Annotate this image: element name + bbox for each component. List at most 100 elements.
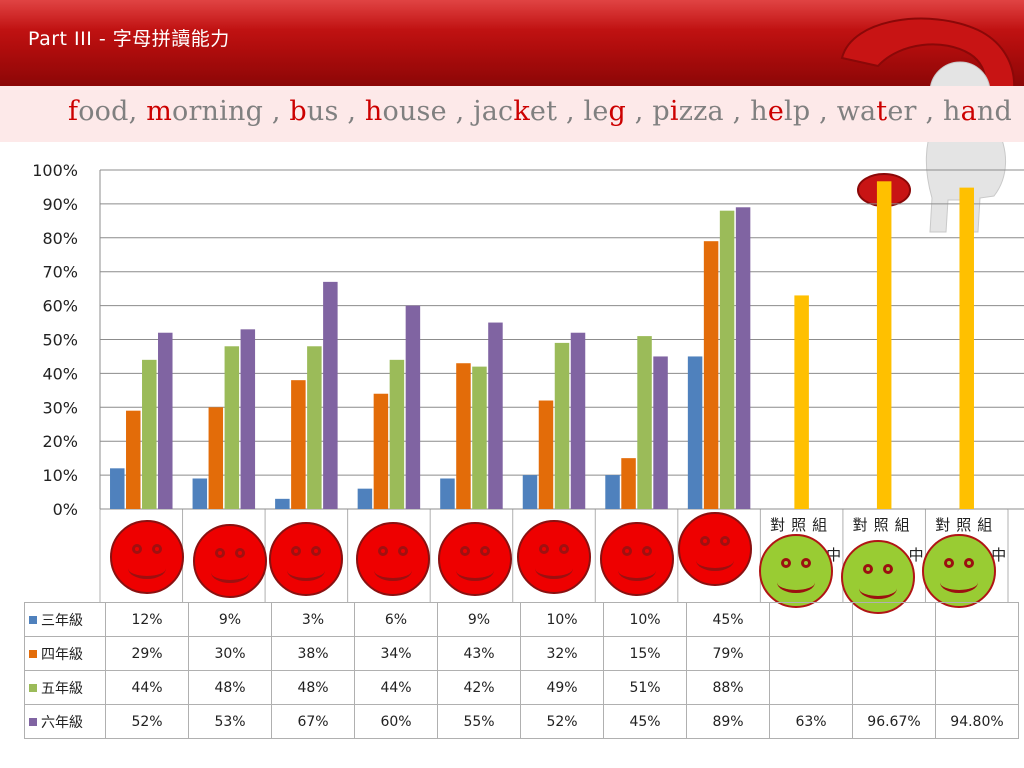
legend-swatch <box>29 717 37 726</box>
word-part: zza <box>678 96 724 127</box>
bar-三年級 <box>605 475 620 509</box>
legend-label: 三年級 <box>41 612 83 629</box>
word-highlight: m <box>146 96 172 127</box>
y-tick-label: 60% <box>42 297 78 316</box>
bar-五年級 <box>389 359 405 509</box>
word-part: orning <box>172 96 264 127</box>
legend-swatch <box>29 615 37 624</box>
data-label: 29% <box>105 636 189 671</box>
data-label: 67% <box>271 704 355 739</box>
word-part: le <box>583 96 609 127</box>
word-part: er <box>887 96 917 127</box>
control-group-sublabel: 中 <box>909 546 924 564</box>
data-label <box>769 670 853 705</box>
data-label: 45% <box>603 704 687 739</box>
bar-五年級 <box>307 346 322 509</box>
legend-label: 五年級 <box>41 680 83 697</box>
bar-control <box>794 295 809 509</box>
word-highlight: t <box>876 96 888 127</box>
word-part: h <box>750 96 768 127</box>
data-table: 三年級 12% 9% 3% 6% 9% 10% 10% 45% 四年級 29% 30% 38% 34% 43… <box>24 602 1019 739</box>
data-label <box>852 602 936 637</box>
bar-四年級 <box>621 458 636 509</box>
slide-title: Part III - 字母拼讀能力 <box>28 28 230 50</box>
data-label: 79% <box>686 636 770 671</box>
word-separator: , <box>557 96 584 127</box>
bar-四年級 <box>456 363 471 509</box>
word-part: ouse <box>382 96 447 127</box>
data-label <box>852 636 936 671</box>
bar-六年級 <box>405 305 421 509</box>
data-label: 9% <box>188 602 272 637</box>
data-label: 48% <box>271 670 355 705</box>
y-tick-label: 90% <box>42 195 78 214</box>
data-label: 52% <box>520 704 604 739</box>
word-separator: , <box>446 96 474 127</box>
bar-五年級 <box>554 342 570 509</box>
word-highlight: k <box>513 96 530 127</box>
y-tick-label: 0% <box>53 500 78 519</box>
bar-四年級 <box>208 407 224 509</box>
data-label: 52% <box>105 704 189 739</box>
word-part: nd <box>976 96 1012 127</box>
data-label: 10% <box>520 602 604 637</box>
control-group-label: 對照組 <box>853 516 916 534</box>
subtitle-strip <box>0 86 1024 142</box>
bar-六年級 <box>488 322 503 509</box>
word-part: us <box>306 96 339 127</box>
words-line: food, morning , bus , house , jacket , l… <box>68 96 1012 127</box>
legend-swatch <box>29 649 37 658</box>
bar-五年級 <box>637 336 652 509</box>
bar-四年級 <box>291 380 306 509</box>
data-label: 44% <box>354 670 438 705</box>
data-label <box>852 670 936 705</box>
bar-四年級 <box>703 241 719 509</box>
bar-三年級 <box>275 498 290 509</box>
legend-swatch <box>29 683 37 692</box>
word-part: jac <box>473 96 514 127</box>
bar-五年級 <box>472 366 487 509</box>
control-group-label: 對照組 <box>935 516 998 534</box>
data-label: 43% <box>437 636 521 671</box>
word: water <box>837 96 917 127</box>
data-label: 38% <box>271 636 355 671</box>
data-label: 10% <box>603 602 687 637</box>
data-label: 51% <box>603 670 687 705</box>
legend-label: 六年級 <box>41 714 83 731</box>
data-label <box>935 670 1019 705</box>
bar-三年級 <box>522 475 538 509</box>
y-tick-label: 80% <box>42 229 78 248</box>
data-label: 48% <box>188 670 272 705</box>
data-label <box>769 636 853 671</box>
bar-五年級 <box>142 359 157 509</box>
bar-三年級 <box>192 478 208 509</box>
bar-五年級 <box>719 210 735 509</box>
word: pizza <box>652 96 723 127</box>
control-group-sublabel: 中 <box>991 546 1006 564</box>
legend-entry: 四年級 <box>24 636 106 671</box>
word-highlight: b <box>289 96 307 127</box>
data-label: 15% <box>603 636 687 671</box>
bar-六年級 <box>240 329 256 509</box>
data-label: 94.80% <box>935 704 1019 739</box>
word-part: lp <box>784 96 811 127</box>
word-part: wa <box>836 96 877 127</box>
word: morning <box>146 96 263 127</box>
y-tick-label: 10% <box>42 466 78 485</box>
word-highlight: f <box>68 96 79 127</box>
y-tick-label: 20% <box>42 432 78 451</box>
word-highlight: g <box>608 96 627 127</box>
data-label: 88% <box>686 670 770 705</box>
word-highlight: e <box>767 96 784 127</box>
word: house <box>365 96 447 127</box>
legend-entry: 六年級 <box>24 704 106 739</box>
word-separator: , <box>263 96 290 127</box>
legend-entry: 五年級 <box>24 670 106 705</box>
word: jacket <box>473 96 557 127</box>
y-tick-label: 70% <box>42 263 78 282</box>
bar-六年級 <box>570 332 586 509</box>
y-tick-label: 100% <box>32 161 78 180</box>
table-row: 五年級 44% 48% 48% 44% 42% 49% 51% 88% <box>24 670 1019 705</box>
data-label: 49% <box>520 670 604 705</box>
bar-三年級 <box>440 478 455 509</box>
